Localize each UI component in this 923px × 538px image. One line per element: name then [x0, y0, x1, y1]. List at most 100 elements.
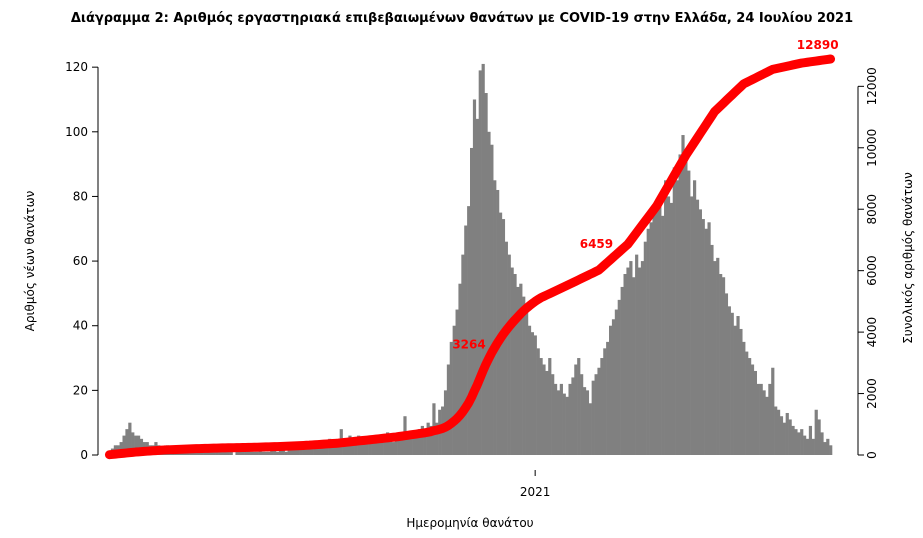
bar — [603, 348, 607, 455]
y2-tick-label: 4000 — [865, 317, 879, 348]
bar — [756, 383, 760, 455]
bar — [400, 435, 404, 455]
bar — [423, 432, 427, 455]
bar — [481, 63, 485, 455]
bar — [412, 432, 416, 455]
bar — [797, 432, 801, 455]
bar — [678, 154, 682, 455]
bar — [635, 254, 639, 455]
bar — [811, 438, 815, 455]
bar — [203, 451, 207, 455]
bar — [354, 442, 358, 455]
bar — [255, 451, 259, 455]
bar — [299, 445, 303, 455]
bar — [768, 383, 772, 455]
bar — [817, 419, 821, 455]
y-tick-label: 20 — [73, 383, 88, 397]
bar — [805, 438, 810, 455]
bar — [730, 312, 734, 455]
bar — [669, 202, 674, 455]
bar — [530, 332, 535, 455]
bar — [707, 222, 711, 455]
bar — [139, 438, 144, 455]
bar — [333, 445, 338, 455]
bar — [394, 438, 398, 455]
y2-axis-label: Συνολικός αριθμός θανάτων — [901, 172, 915, 344]
bar — [745, 351, 749, 455]
bar — [461, 254, 465, 455]
bar — [597, 367, 601, 455]
bar — [553, 383, 558, 455]
bar — [684, 157, 688, 455]
bar — [220, 451, 225, 455]
bar — [568, 383, 572, 455]
bar — [675, 180, 679, 455]
bar — [655, 206, 659, 455]
bar — [435, 422, 439, 455]
bar — [753, 370, 758, 455]
bar — [536, 348, 540, 455]
y-tick-label: 100 — [65, 125, 88, 139]
bar — [325, 445, 329, 455]
bar — [713, 261, 717, 455]
bar — [374, 438, 378, 455]
bar — [606, 341, 610, 455]
bar — [724, 293, 729, 455]
bar — [701, 219, 705, 455]
bar — [637, 267, 642, 455]
bar — [692, 180, 697, 455]
bar — [516, 286, 520, 455]
bar — [533, 335, 537, 455]
bar — [414, 435, 419, 455]
bar — [409, 438, 413, 455]
bar — [455, 309, 459, 455]
bar — [788, 419, 792, 455]
bar — [661, 215, 665, 455]
bar — [588, 403, 592, 455]
bar — [464, 225, 468, 455]
y-tick-label: 40 — [73, 319, 88, 333]
bar — [302, 448, 306, 455]
bar — [611, 319, 616, 455]
bar — [519, 283, 523, 455]
bar — [545, 370, 549, 455]
bar — [128, 422, 132, 455]
y2-tick-label: 8000 — [865, 194, 879, 225]
bar — [281, 448, 285, 455]
bar — [238, 451, 242, 455]
bar — [721, 277, 726, 455]
bar — [119, 442, 123, 455]
bar — [585, 390, 590, 455]
bar — [258, 448, 262, 455]
x-axis-label: Ημερομηνία θανάτου — [406, 516, 533, 530]
bar — [131, 432, 135, 455]
bar — [649, 222, 653, 455]
bar — [577, 358, 581, 455]
bar — [716, 257, 720, 455]
bar — [472, 99, 477, 455]
bar — [319, 445, 323, 455]
bar — [826, 438, 830, 455]
bar — [808, 425, 813, 455]
bar — [742, 341, 746, 455]
bar — [690, 196, 694, 455]
bar — [736, 316, 740, 455]
bar — [559, 383, 563, 455]
bar — [200, 451, 204, 455]
bar — [125, 429, 129, 455]
bar — [426, 422, 430, 455]
bar — [270, 448, 274, 455]
bar — [571, 377, 575, 455]
bar — [609, 325, 613, 455]
bar — [475, 118, 479, 455]
bar — [551, 374, 555, 455]
bar — [134, 435, 138, 455]
bar — [681, 135, 685, 456]
bar — [212, 451, 216, 455]
bar — [698, 209, 702, 455]
bar — [122, 435, 126, 455]
bar — [513, 274, 517, 455]
bar — [380, 435, 384, 455]
bar — [719, 274, 723, 455]
